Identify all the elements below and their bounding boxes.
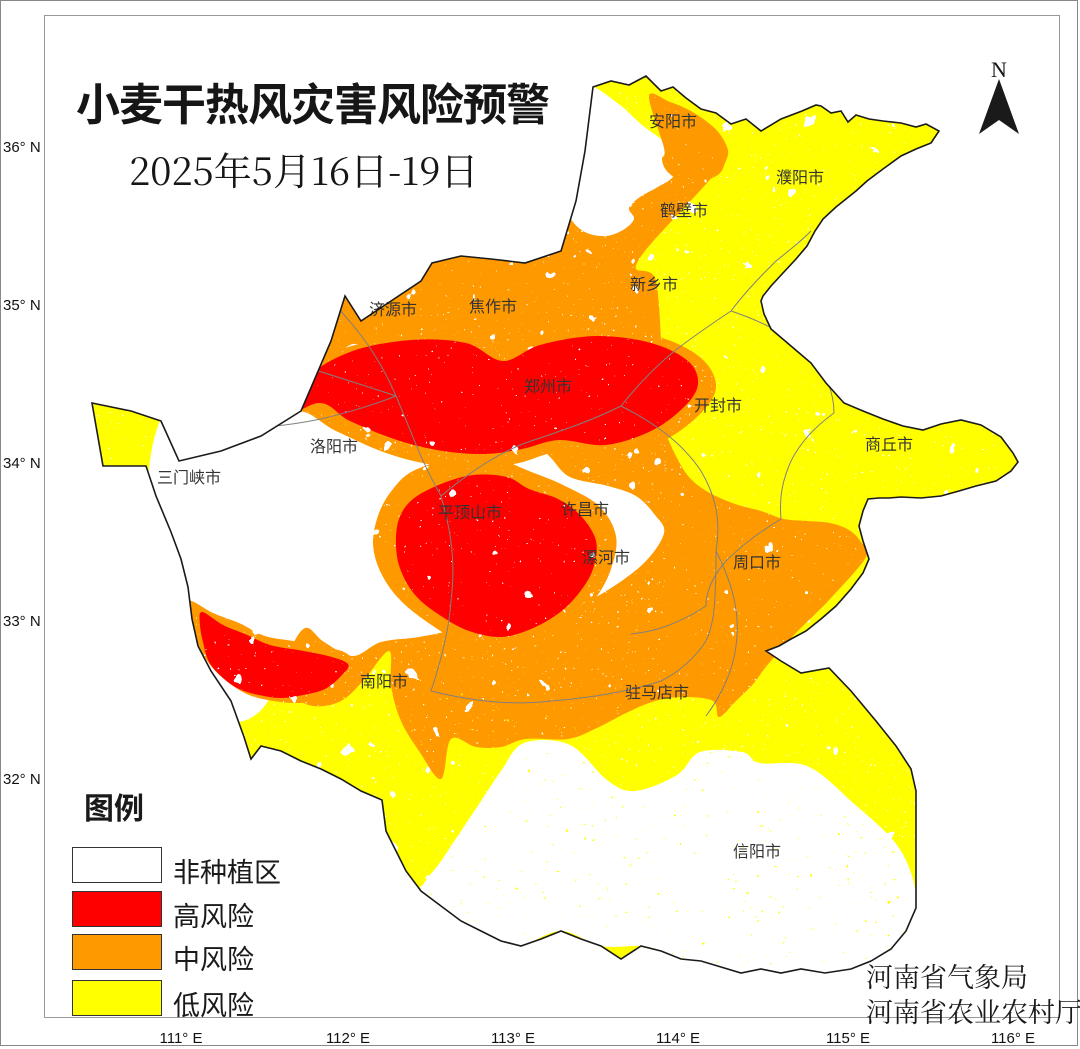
- svg-text:商丘市: 商丘市: [865, 431, 913, 455]
- svg-text:周口市: 周口市: [733, 549, 781, 573]
- svg-text:濮阳市: 濮阳市: [776, 164, 824, 188]
- svg-text:驻马店市: 驻马店市: [625, 679, 689, 703]
- svg-text:漯河市: 漯河市: [582, 544, 630, 568]
- svg-text:新乡市: 新乡市: [630, 271, 678, 295]
- svg-text:洛阳市: 洛阳市: [310, 433, 358, 457]
- svg-text:南阳市: 南阳市: [360, 668, 408, 692]
- svg-text:三门峡市: 三门峡市: [157, 464, 221, 488]
- svg-text:鹤壁市: 鹤壁市: [660, 197, 708, 221]
- svg-text:安阳市: 安阳市: [649, 108, 697, 132]
- svg-text:N: N: [991, 59, 1007, 82]
- svg-text:平顶山市: 平顶山市: [438, 499, 502, 523]
- svg-text:郑州市: 郑州市: [524, 373, 572, 397]
- svg-text:信阳市: 信阳市: [733, 838, 781, 862]
- svg-text:许昌市: 许昌市: [561, 496, 609, 520]
- svg-text:焦作市: 焦作市: [469, 293, 517, 317]
- svg-text:开封市: 开封市: [694, 392, 742, 416]
